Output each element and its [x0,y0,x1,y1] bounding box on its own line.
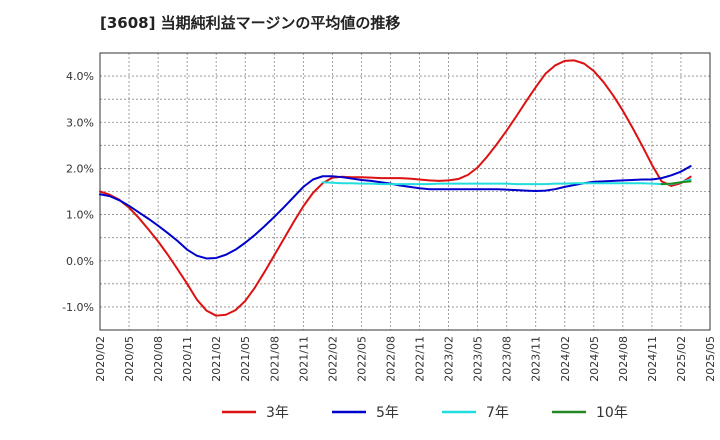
y-tick-label: 2.0% [66,162,94,175]
chart-title: [3608] 当期純利益マージンの平均値の推移 [100,14,401,32]
y-tick-label: 3.0% [66,116,94,129]
x-tick-label: 2023/02 [443,336,456,382]
x-tick-label: 2022/08 [384,336,397,382]
x-tick-label: 2021/02 [210,336,223,382]
x-tick-label: 2020/11 [181,336,194,382]
series-layer [99,59,692,317]
x-tick-label: 2023/11 [530,336,543,382]
x-tick-label: 2024/05 [588,336,601,382]
x-tick-label: 2021/11 [297,336,310,382]
y-tick-label: 0.0% [66,255,94,268]
x-tick-label: 2024/11 [646,336,659,382]
legend-label: 7年 [486,405,509,421]
series-line-7年 [321,178,692,186]
x-tick-label: 2022/02 [326,336,339,382]
y-tick-label: 4.0% [66,70,94,83]
x-tick-label: 2020/08 [152,336,165,382]
legend-label: 3年 [266,405,289,421]
x-tick-label: 2025/05 [704,336,717,382]
legend-label: 5年 [376,405,399,421]
x-tick-label: 2024/08 [617,336,630,382]
x-tick-label: 2022/05 [355,336,368,382]
series-line-3年 [99,59,692,317]
grid-layer [99,52,711,331]
y-tick-label: -1.0% [62,301,94,314]
x-tick-label: 2023/05 [472,336,485,382]
legend-label: 10年 [596,405,628,421]
legend: 3年 5年 7年 10年 [222,405,628,421]
y-tick-label: 1.0% [66,209,94,222]
x-tick-label: 2025/02 [675,336,688,382]
x-tick-label: 2024/02 [559,336,572,382]
x-tick-label: 2022/11 [414,336,427,382]
x-tick-label: 2021/05 [239,336,252,382]
series-line-10年 [660,180,692,186]
x-tick-label: 2023/08 [501,336,514,382]
x-tick-label: 2020/02 [94,336,107,382]
x-tick-label: 2020/05 [123,336,136,382]
x-tick-label: 2021/08 [268,336,281,382]
axis-layer: -1.0% 0.0% 1.0% 2.0% 3.0% 4.0% 2020/02 2020/05 2… [62,52,717,382]
